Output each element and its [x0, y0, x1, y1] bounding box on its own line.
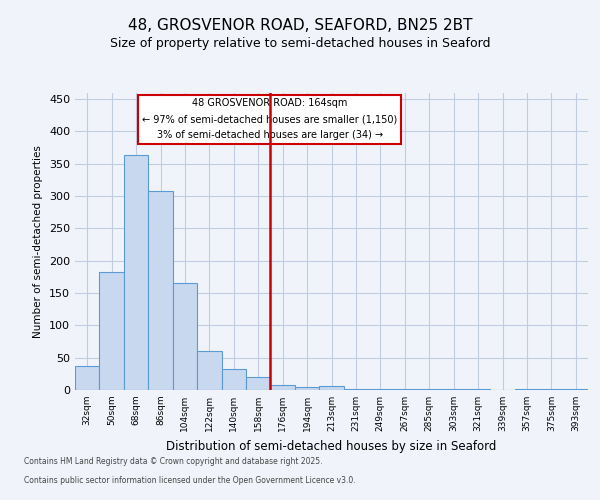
- Bar: [563, 388, 588, 390]
- Bar: [392, 388, 417, 390]
- Text: Contains HM Land Registry data © Crown copyright and database right 2025.: Contains HM Land Registry data © Crown c…: [24, 458, 323, 466]
- Bar: [368, 388, 392, 390]
- Bar: [75, 366, 100, 390]
- X-axis label: Distribution of semi-detached houses by size in Seaford: Distribution of semi-detached houses by …: [166, 440, 497, 452]
- Bar: [197, 351, 221, 390]
- Text: 48, GROSVENOR ROAD, SEAFORD, BN25 2BT: 48, GROSVENOR ROAD, SEAFORD, BN25 2BT: [128, 18, 472, 32]
- Text: 48 GROSVENOR ROAD: 164sqm
← 97% of semi-detached houses are smaller (1,150)
3% o: 48 GROSVENOR ROAD: 164sqm ← 97% of semi-…: [142, 98, 398, 140]
- Bar: [221, 368, 246, 390]
- Y-axis label: Number of semi-detached properties: Number of semi-detached properties: [34, 145, 43, 338]
- Bar: [100, 272, 124, 390]
- Bar: [515, 388, 539, 390]
- Bar: [148, 192, 173, 390]
- Bar: [295, 387, 319, 390]
- Bar: [124, 155, 148, 390]
- Bar: [246, 377, 271, 390]
- Bar: [271, 385, 295, 390]
- Bar: [344, 388, 368, 390]
- Bar: [319, 386, 344, 390]
- Text: Size of property relative to semi-detached houses in Seaford: Size of property relative to semi-detach…: [110, 38, 490, 51]
- Bar: [173, 282, 197, 390]
- Text: Contains public sector information licensed under the Open Government Licence v3: Contains public sector information licen…: [24, 476, 356, 485]
